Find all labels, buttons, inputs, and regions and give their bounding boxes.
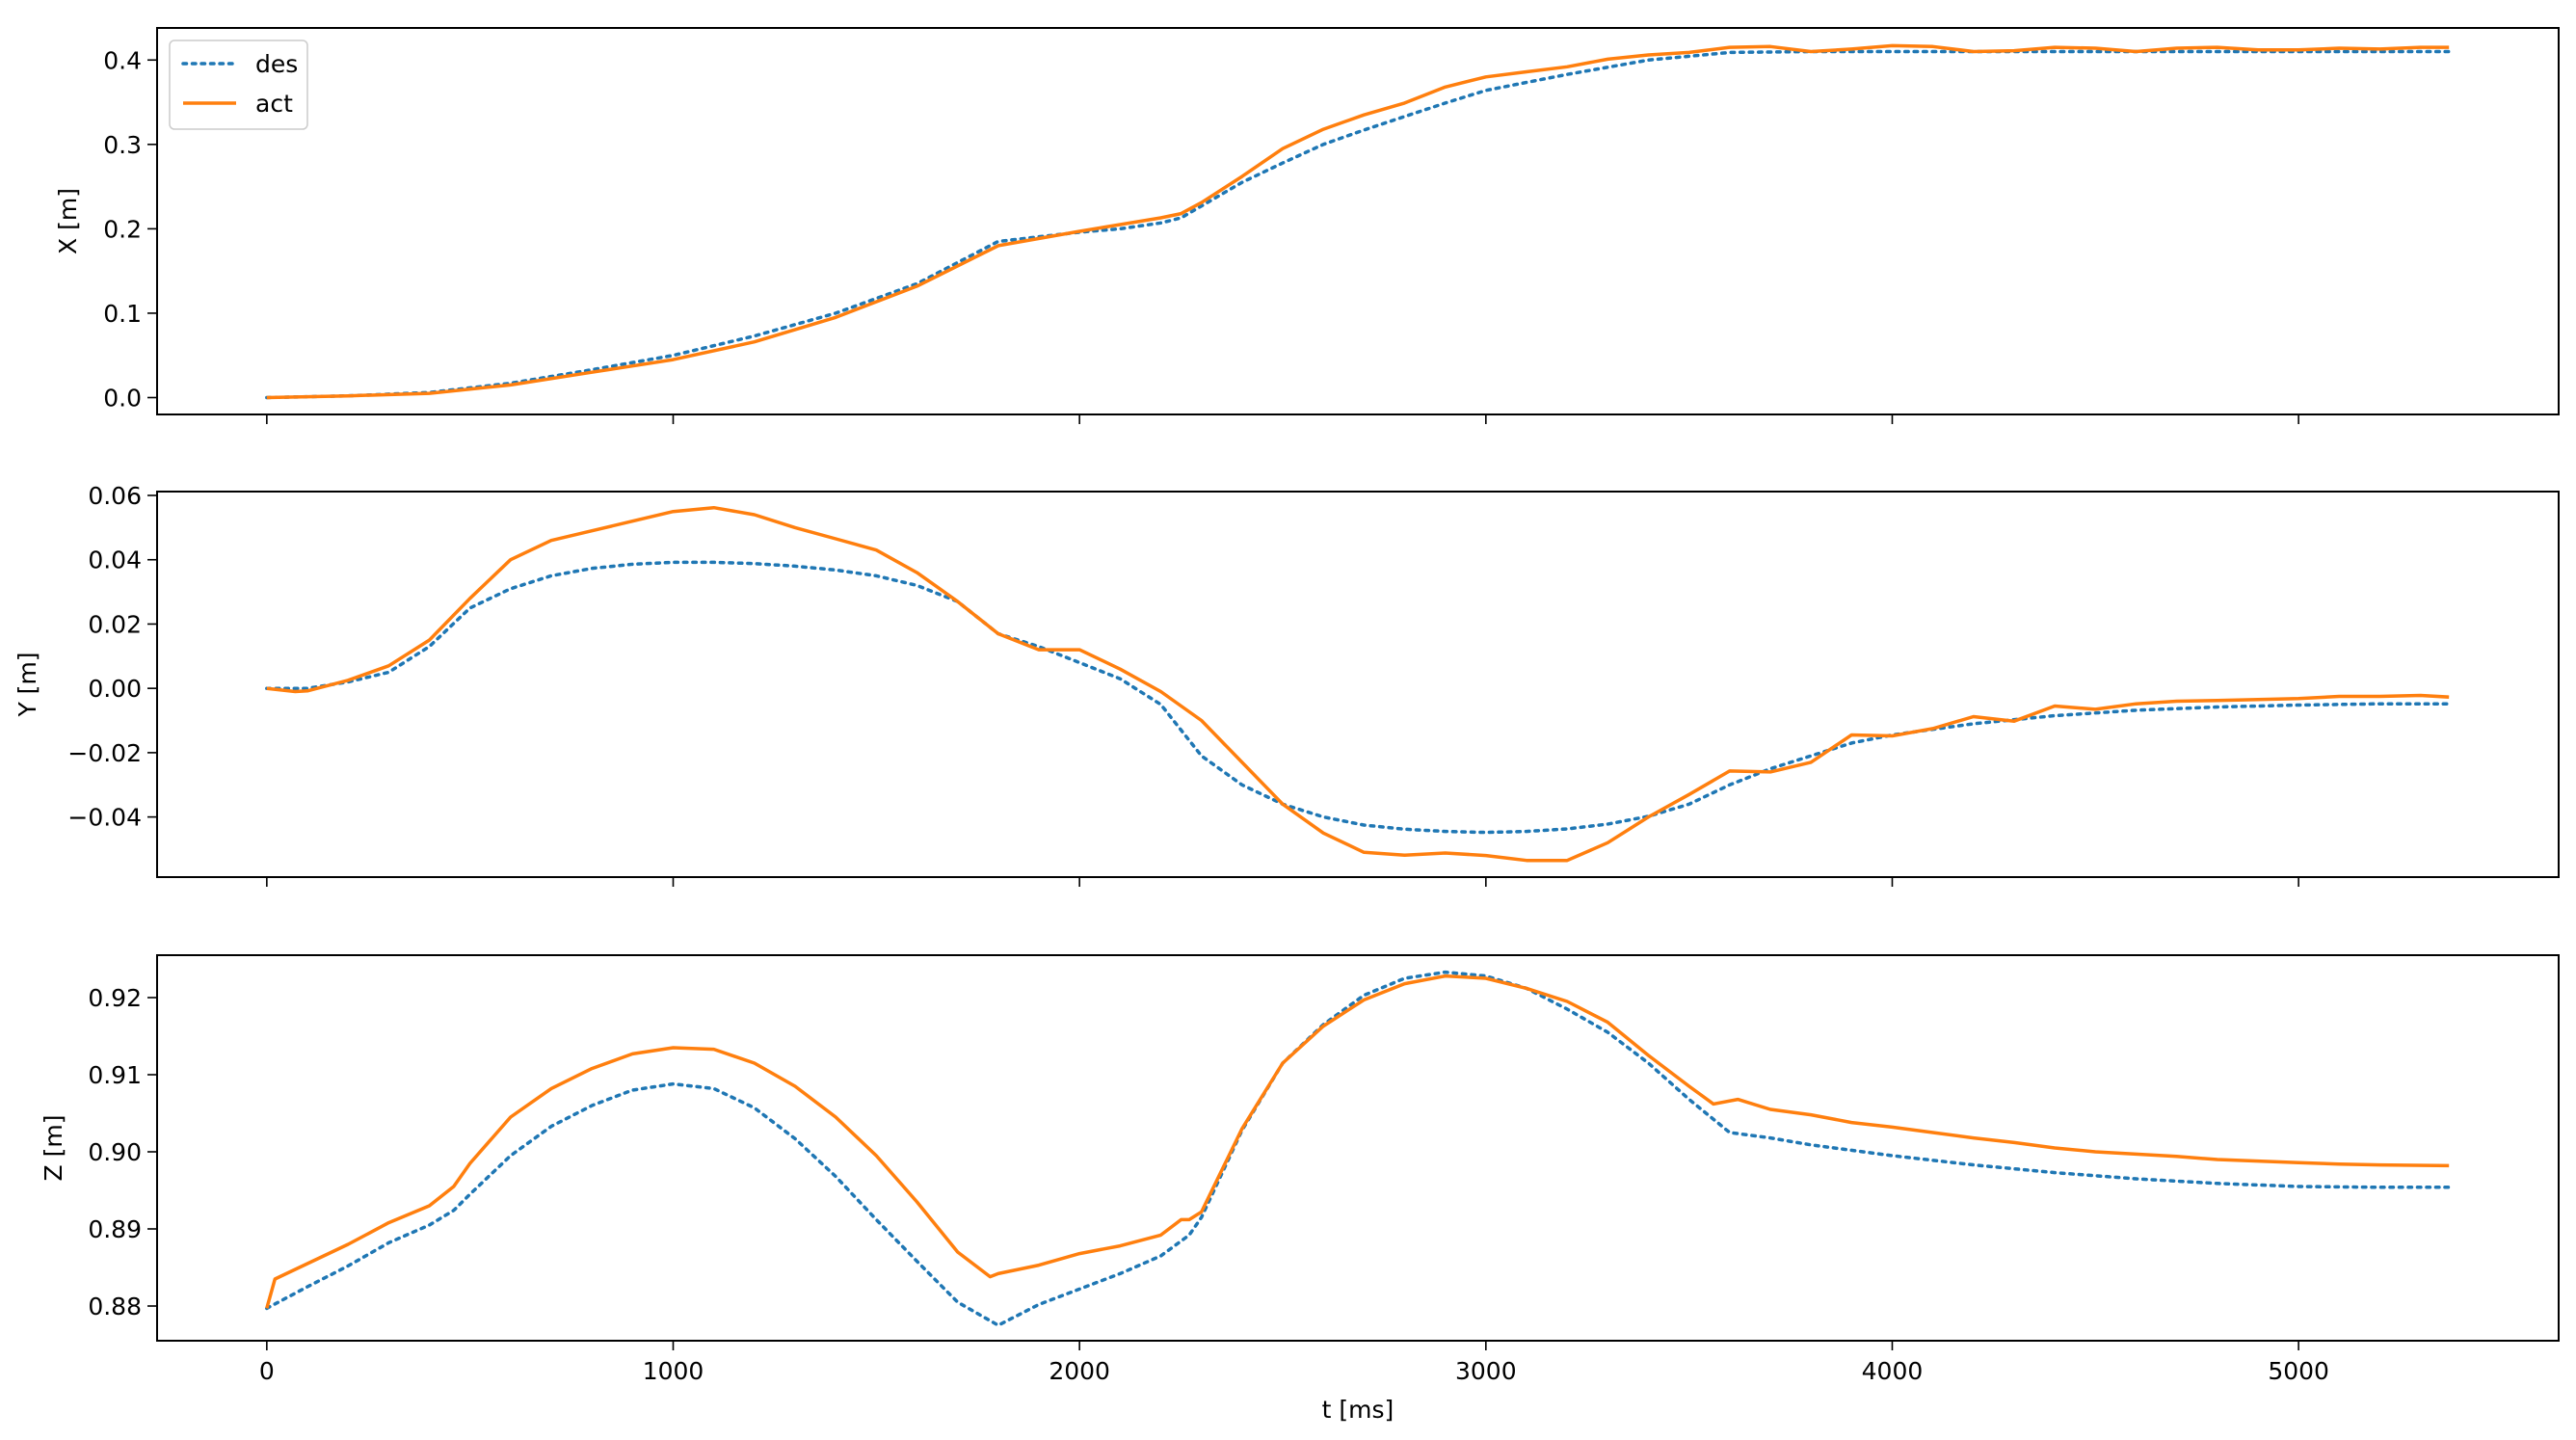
- series-line-act-z: [265, 973, 2450, 1309]
- ytick-label: 0.89: [88, 1215, 142, 1243]
- xtick-label: 4000: [1862, 1357, 1924, 1385]
- subplot-x: 0.0 0.1 0.2 0.3 0.4 X [m] des act: [54, 27, 2560, 424]
- ytick-label: 0.92: [88, 984, 142, 1012]
- series-line-act-y: [266, 505, 2450, 863]
- subplot-z-ylabel: Z [m]: [40, 1115, 67, 1182]
- ytick-label: 0.00: [88, 675, 142, 703]
- x-axis-label: t [ms]: [1322, 1396, 1394, 1424]
- series-line-des-z: [265, 970, 2451, 1327]
- xtick-label: 5000: [2268, 1357, 2329, 1385]
- subplot-x-frame: [156, 27, 2560, 415]
- ytick-label: −0.02: [67, 739, 142, 767]
- series-line-des-y: [265, 560, 2451, 835]
- series-line-des-x: [265, 49, 2451, 400]
- ytick-label: 0.88: [88, 1293, 142, 1320]
- subplot-y-marks: −0.04 −0.02 0.00 0.02 0.04 0.06: [67, 482, 2451, 887]
- legend-label-des: des: [255, 50, 298, 78]
- xtick-label: 1000: [643, 1357, 704, 1385]
- ytick-label: 0.2: [103, 215, 142, 243]
- ytick-label: 0.4: [103, 46, 142, 74]
- ytick-label: 0.06: [88, 482, 142, 510]
- ytick-label: 0.02: [88, 610, 142, 638]
- ytick-label: 0.1: [103, 300, 142, 328]
- subplot-z-frame: [156, 954, 2560, 1342]
- series-line-act-x: [266, 43, 2450, 400]
- ytick-label: 0.91: [88, 1061, 142, 1089]
- legend-label-act: act: [255, 90, 293, 118]
- subplot-z-marks: 0.88 0.89 0.90 0.91 0.92 0 1000 2000 3000 4000 500…: [88, 970, 2451, 1385]
- xtick-label: 0: [259, 1357, 275, 1385]
- xtick-label: 2000: [1049, 1357, 1110, 1385]
- subplot-y-frame: [156, 491, 2560, 878]
- subplot-x-ylabel: X [m]: [54, 188, 82, 254]
- subplot-x-marks: 0.0 0.1 0.2 0.3 0.4: [103, 43, 2451, 424]
- xtick-label: 3000: [1455, 1357, 1517, 1385]
- ytick-label: 0.04: [88, 547, 142, 574]
- ytick-label: 0.3: [103, 131, 142, 159]
- subplot-y: −0.04 −0.02 0.00 0.02 0.04 0.06 Y [m]: [13, 482, 2560, 887]
- ytick-label: 0.0: [103, 384, 142, 412]
- subplot-y-ylabel: Y [m]: [13, 652, 41, 717]
- ytick-label: −0.04: [67, 804, 142, 832]
- subplot-z: 0.88 0.89 0.90 0.91 0.92 0 1000 2000 3000 4000 500…: [40, 954, 2560, 1424]
- ytick-label: 0.90: [88, 1138, 142, 1166]
- legend: des act: [169, 40, 308, 130]
